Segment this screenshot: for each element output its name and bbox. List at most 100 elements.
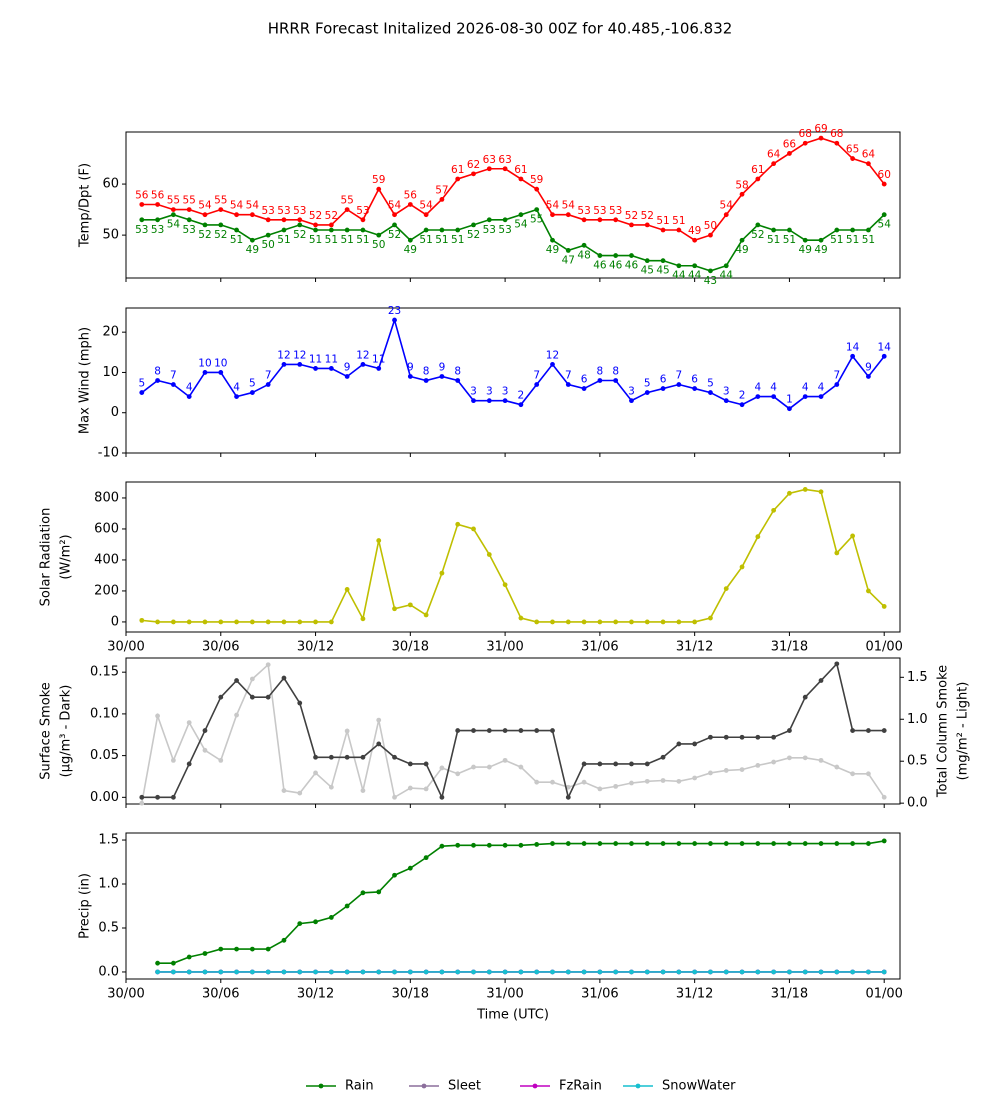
series-point [249,212,255,218]
series-point [281,217,287,223]
x-tick-label: 30/00 [107,987,144,1002]
series-point [818,841,824,846]
series-point [802,969,808,975]
series-point [202,747,208,753]
series-point [502,217,508,223]
series-point [834,382,840,387]
series-point [360,890,366,896]
data-label: 12 [546,349,559,361]
series-point [708,770,713,776]
data-label: 46 [593,260,607,272]
series-point [771,227,777,233]
data-label: 69 [814,123,827,135]
series-point [249,619,255,625]
series-point [787,728,792,733]
series-point [471,526,476,532]
legend-label: SnowWater [662,1079,736,1094]
series-point [265,232,271,238]
data-label: 9 [439,361,446,373]
series-point [502,969,508,975]
series-point [313,366,318,371]
series-point [281,788,287,793]
x-tick-label: 31/00 [486,640,523,655]
y-tick-label: 600 [94,521,119,536]
series-point [597,217,603,223]
series-line [141,663,885,804]
series-point [866,841,871,846]
series-point [692,741,698,747]
series-point [423,227,429,233]
series-point [708,841,713,846]
series-point [423,612,429,618]
series-point [486,842,492,848]
series-point [344,207,350,212]
data-label: 52 [198,229,211,241]
series-point [170,757,176,763]
data-label: 44 [672,270,686,282]
series-point [186,217,192,223]
series-point [471,969,476,975]
data-label: 9 [344,361,351,373]
data-label: 8 [597,366,604,378]
legend-marker [532,1083,538,1089]
x-tick-label: 01/00 [865,987,902,1002]
series-point [771,507,777,513]
series-point [613,761,619,767]
data-label: 12 [293,349,306,361]
series-point [771,394,777,400]
plot-frame [125,832,901,980]
x-tick-label: 30/12 [297,987,334,1002]
series-point [565,382,571,387]
data-label: 61 [514,164,527,176]
series-point [360,969,366,975]
series-point [202,370,208,375]
series-point [565,619,571,625]
data-label: 8 [454,366,461,378]
data-label: 3 [628,386,635,398]
series-point [692,386,698,391]
series-point [629,398,634,404]
series-point [186,761,192,767]
axis-label: Max Wind (mph) [78,327,93,434]
series-point [550,212,555,218]
series-point [328,969,334,975]
series-point [170,969,176,975]
series-point [155,960,160,966]
series-line [141,488,885,623]
series-point [818,489,824,495]
series-point [486,728,492,733]
series-point [392,794,397,800]
series-point [407,761,413,767]
y-tick-label: 0.5 [98,920,119,935]
series-point [550,361,555,367]
series-point [802,487,808,492]
series-point [755,534,761,540]
series-point [313,227,318,233]
series-point [265,619,271,625]
series-point [360,616,366,622]
series-point [249,237,255,243]
series-point [313,619,318,625]
series-point [866,771,871,777]
series-point [407,602,413,608]
data-label: 53 [483,224,496,236]
x-tick-label: 30/12 [297,640,334,655]
data-label: 53 [593,205,606,217]
data-label: 60 [878,169,891,181]
series-point [328,784,334,790]
series-point [739,237,745,243]
data-label: 54 [878,219,892,231]
series-point [376,186,382,192]
series-point [297,700,303,706]
series-point [629,969,634,975]
data-label: 10 [214,357,227,369]
data-label: 51 [783,234,796,246]
series-point [249,969,255,975]
series-point [328,754,334,760]
series-point [629,841,634,846]
series-point [676,778,682,784]
series-point [644,258,650,264]
series-point [281,619,287,625]
series-point [455,771,461,777]
series-point [202,619,208,625]
